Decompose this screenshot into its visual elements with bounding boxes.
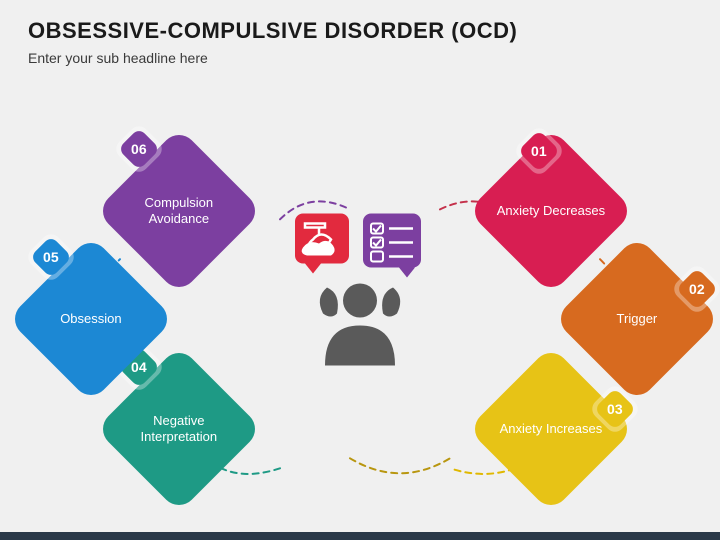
person-distress-icon — [320, 284, 400, 366]
diamond-label: Anxiety Increases — [492, 421, 610, 437]
footer-bar — [0, 532, 720, 540]
diamond-label: Trigger — [578, 311, 696, 327]
diamond-label: Compulsion Avoidance — [120, 195, 238, 228]
checklist-icon — [363, 214, 421, 278]
page-title: OBSESSIVE-COMPULSIVE DISORDER (OCD) — [28, 18, 692, 44]
diamond-label: Obsession — [32, 311, 150, 327]
diamond-label: Negative Interpretation — [120, 413, 238, 446]
center-illustration — [275, 206, 445, 376]
page-subtitle: Enter your sub headline here — [28, 50, 692, 66]
diamond-label: Anxiety Decreases — [492, 203, 610, 219]
diagram-stage: Anxiety Decreases01Trigger02Anxiety Incr… — [0, 70, 720, 528]
washing-hands-icon — [295, 214, 349, 274]
